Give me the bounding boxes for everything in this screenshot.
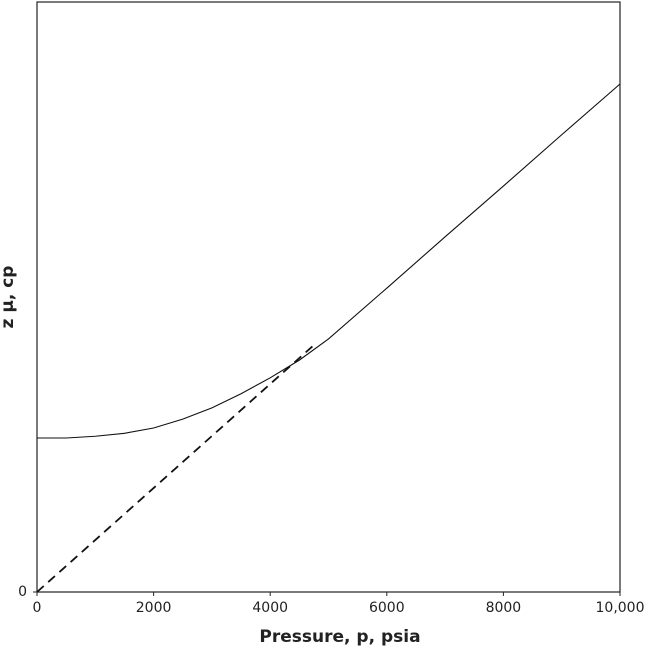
plot-frame xyxy=(36,1,621,593)
series-line xyxy=(37,83,621,439)
x-tick-label: 0 xyxy=(33,600,42,616)
x-tick-label: 10,000 xyxy=(596,600,645,616)
x-tick-label: 2000 xyxy=(136,600,172,616)
x-tick-label: 6000 xyxy=(369,600,405,616)
y-axis-title: z μ, cp xyxy=(0,266,18,329)
x-axis-title: Pressure, p, psia xyxy=(259,627,420,647)
series-line xyxy=(36,341,318,593)
x-tick-label: 4000 xyxy=(252,600,288,616)
y-tick-label: 0 xyxy=(18,584,27,600)
x-tick-label: 8000 xyxy=(486,600,522,616)
